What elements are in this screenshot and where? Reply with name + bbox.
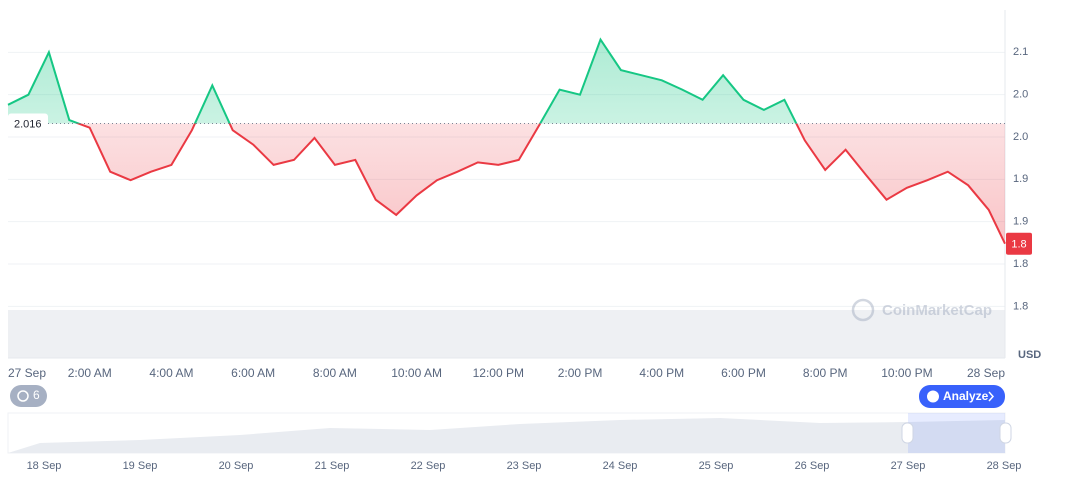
navigator-label: 28 Sep bbox=[987, 460, 1022, 472]
x-tick-label: 8:00 AM bbox=[313, 366, 357, 380]
x-tick-label: 4:00 AM bbox=[149, 366, 193, 380]
history-badge[interactable]: 6 bbox=[10, 385, 47, 407]
navigator-label: 23 Sep bbox=[507, 460, 542, 472]
unit-label: USD bbox=[1018, 349, 1041, 361]
navigator-label: 21 Sep bbox=[315, 460, 350, 472]
x-tick-label: 6:00 AM bbox=[231, 366, 275, 380]
volume-area bbox=[8, 310, 1005, 358]
x-tick-label: 2:00 AM bbox=[68, 366, 112, 380]
x-tick-label: 8:00 PM bbox=[803, 366, 848, 380]
x-tick-label: 12:00 PM bbox=[473, 366, 524, 380]
navigator-area bbox=[8, 418, 1005, 453]
x-tick-label: 27 Sep bbox=[8, 366, 46, 380]
navigator-label: 27 Sep bbox=[891, 460, 926, 472]
navigator-label: 18 Sep bbox=[27, 460, 62, 472]
x-tick-label: 10:00 PM bbox=[881, 366, 932, 380]
navigator-label: 20 Sep bbox=[219, 460, 254, 472]
price-badge bbox=[1006, 232, 1032, 255]
analyze-button[interactable]: Analyze bbox=[919, 385, 1005, 408]
price-badge-label: 1.8 bbox=[1011, 239, 1026, 251]
watermark-text: CoinMarketCap bbox=[882, 302, 992, 319]
y-tick-label: 1.9 bbox=[1013, 216, 1028, 228]
x-tick-label: 4:00 PM bbox=[639, 366, 684, 380]
baseline-label-bg bbox=[8, 113, 48, 134]
watermark: CoinMarketCap bbox=[851, 298, 992, 322]
x-tick-label: 28 Sep bbox=[967, 366, 1005, 380]
y-tick-label: 1.8 bbox=[1013, 300, 1028, 312]
area-down bbox=[8, 123, 1005, 244]
navigator-label: 26 Sep bbox=[795, 460, 830, 472]
navigator-label: 22 Sep bbox=[411, 460, 446, 472]
y-tick-label: 2.0 bbox=[1013, 89, 1028, 101]
navigator-label: 24 Sep bbox=[603, 460, 638, 472]
x-tick-label: 6:00 PM bbox=[721, 366, 766, 380]
navigator-handle[interactable] bbox=[901, 422, 914, 444]
y-tick-label: 1.8 bbox=[1013, 258, 1028, 270]
navigator-label: 19 Sep bbox=[123, 460, 158, 472]
y-tick-label: 2.0 bbox=[1013, 131, 1028, 143]
navigator-label: 25 Sep bbox=[699, 460, 734, 472]
x-tick-label: 2:00 PM bbox=[558, 366, 603, 380]
y-tick-label: 1.9 bbox=[1013, 173, 1028, 185]
baseline-label: 2.016 bbox=[14, 118, 42, 130]
button-text: Analyze bbox=[943, 389, 989, 403]
y-tick-label: 2.1 bbox=[1013, 46, 1028, 58]
navigator-selection[interactable] bbox=[908, 413, 1005, 453]
line-down bbox=[75, 123, 1006, 245]
navigator-handle[interactable] bbox=[999, 422, 1012, 444]
badge-text: 6 bbox=[33, 388, 40, 402]
x-tick-label: 10:00 AM bbox=[391, 366, 442, 380]
